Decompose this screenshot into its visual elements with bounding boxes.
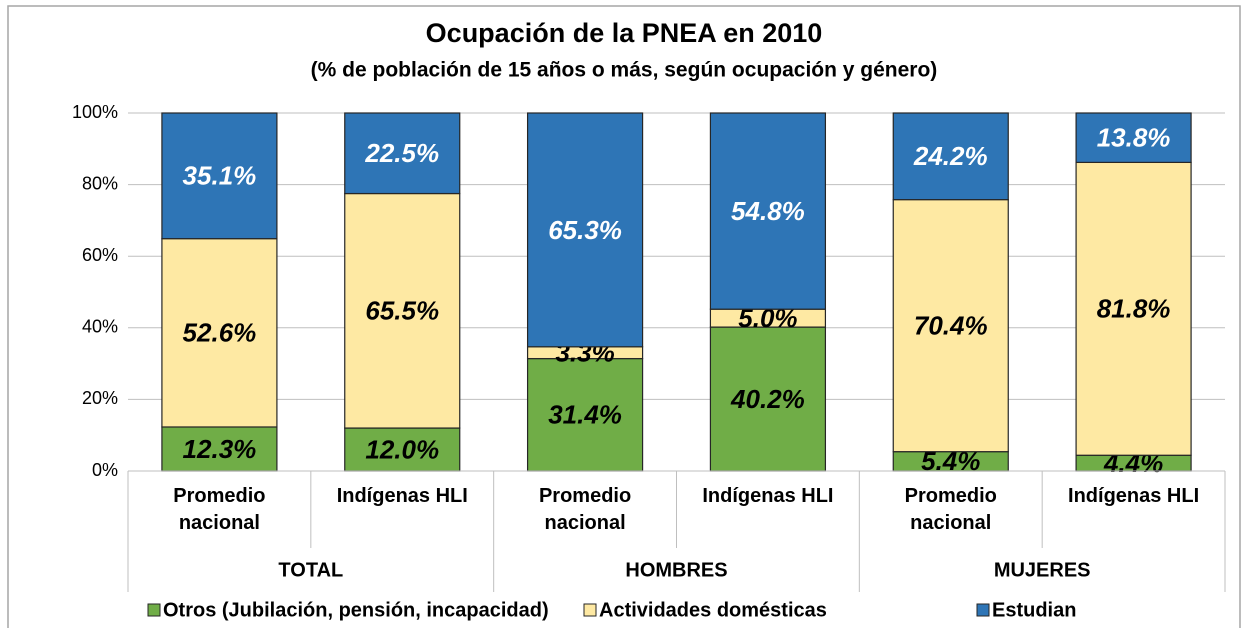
y-tick-label: 40%: [82, 317, 118, 337]
bar-segment: [709, 112, 827, 310]
x-tick-label: Indígenas HLI: [702, 485, 834, 507]
y-tick-label: 0%: [92, 460, 118, 480]
data-label: 52.6%: [183, 318, 257, 348]
bar-segment: [344, 112, 461, 195]
y-tick-label: 100%: [72, 102, 118, 122]
data-label: 31.4%: [548, 400, 622, 430]
frame: [7, 5, 1241, 628]
legend-swatch: [976, 603, 990, 617]
data-label: 65.3%: [548, 215, 622, 245]
data-label: 40.2%: [730, 384, 805, 414]
chart-title: Ocupación de la PNEA en 2010: [426, 18, 823, 48]
y-tick-label: 80%: [82, 173, 118, 193]
bar-segment: [344, 192, 461, 429]
data-label: 12.3%: [183, 434, 257, 464]
group-label: MUJERES: [994, 559, 1091, 581]
bar-segment: [1075, 161, 1192, 456]
bar-segment: [892, 199, 1009, 453]
x-tick-label: Promedio nacional: [173, 485, 266, 534]
data-label: 24.2%: [913, 141, 988, 171]
data-label: 22.5%: [364, 138, 439, 168]
data-label: 12.0%: [365, 434, 439, 464]
bar-segment: [892, 112, 1009, 201]
data-label: 54.8%: [731, 196, 805, 226]
bar-segment: [709, 326, 827, 472]
legend-swatch: [583, 603, 597, 617]
group-label: TOTAL: [278, 559, 343, 581]
group-label: HOMBRES: [625, 559, 727, 581]
legend-label: Estudian: [992, 599, 1076, 621]
x-tick-label: Indígenas HLI: [336, 485, 468, 507]
bar-segment: [1075, 112, 1192, 164]
bar-segment: [344, 427, 461, 472]
bar-segment: [161, 238, 278, 428]
legend-label: Otros (Jubilación, pensión, incapacidad): [163, 599, 549, 621]
bar-segment: [161, 426, 278, 472]
data-label: 65.5%: [365, 296, 439, 326]
x-tick-label: Indígenas HLI: [1068, 485, 1200, 507]
data-label: 70.4%: [914, 311, 988, 341]
bar-segment: [161, 112, 278, 240]
data-label: 35.1%: [183, 161, 257, 191]
data-label: 13.8%: [1097, 123, 1171, 153]
chart-subtitle: (% de población de 15 años o más, según …: [311, 59, 938, 82]
data-label: 81.8%: [1097, 294, 1171, 324]
y-tick-label: 60%: [82, 245, 118, 265]
bar-segment: [526, 112, 644, 348]
legend-swatch: [147, 603, 161, 617]
y-tick-label: 20%: [82, 388, 118, 408]
legend-label: Actividades domésticas: [599, 599, 827, 621]
x-tick-label: Promedio nacional: [538, 485, 632, 534]
x-tick-label: Promedio nacional: [904, 485, 997, 534]
